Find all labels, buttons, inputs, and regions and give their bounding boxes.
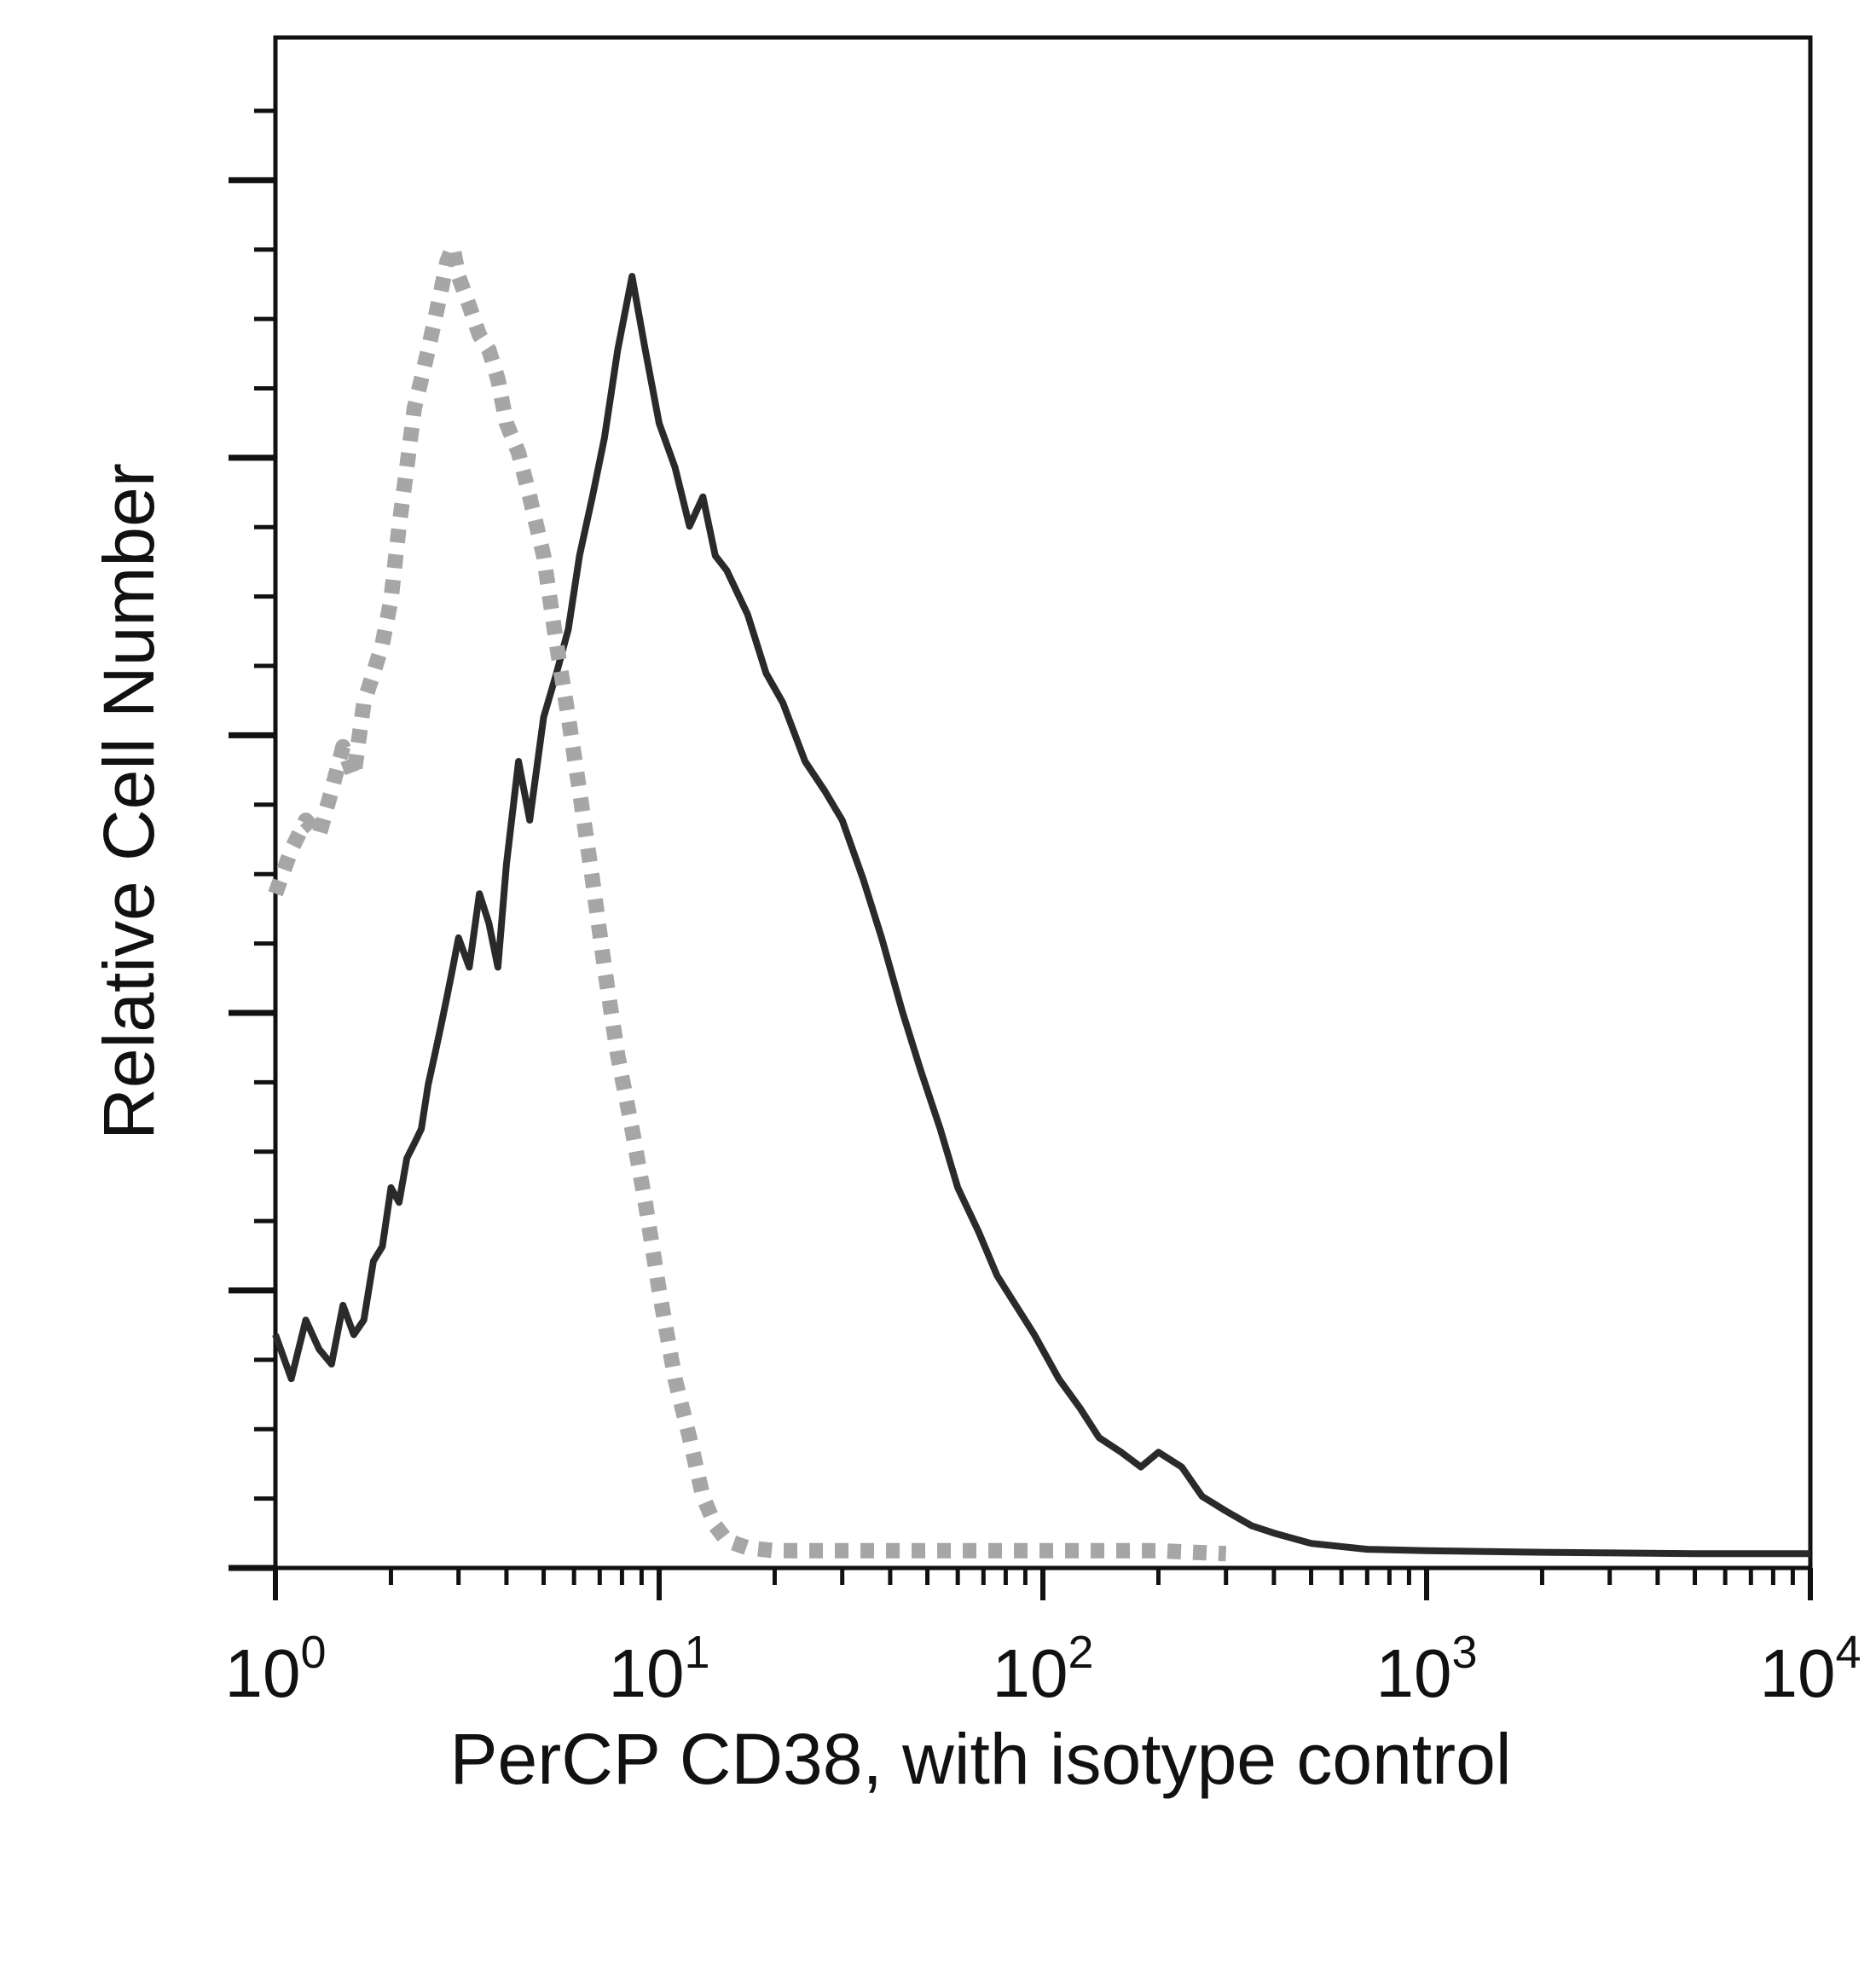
x-axis-ticks [273, 1568, 1813, 1600]
x-tick-label: 104 [1759, 1627, 1861, 1711]
x-tick-label: 101 [608, 1627, 709, 1711]
x-axis-tick-labels: 100 101 102 103 104 [224, 1627, 1861, 1711]
series-cd38-line [272, 273, 1810, 1558]
x-tick-label: 100 [224, 1627, 326, 1711]
series-isotype-control-line [268, 239, 1227, 1562]
x-tick-label: 102 [992, 1627, 1093, 1711]
series-layer [268, 239, 1810, 1562]
y-axis-ticks [229, 108, 275, 1571]
x-axis-label: PerCP CD38, with isotype control [450, 1719, 1512, 1799]
plot-frame [273, 35, 1813, 1571]
y-axis-label: Relative Cell Number [89, 463, 169, 1140]
x-tick-label: 103 [1375, 1627, 1477, 1711]
